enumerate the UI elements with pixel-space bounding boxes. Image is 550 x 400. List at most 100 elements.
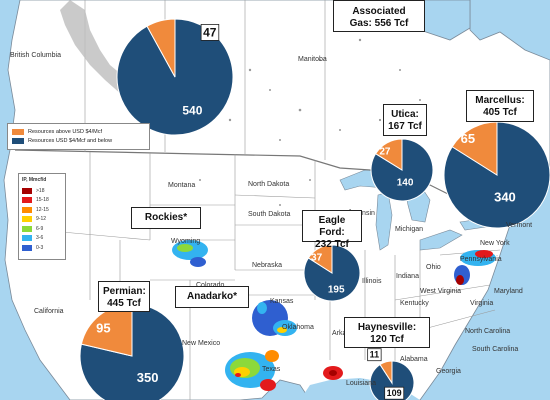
label-west-virginia: West Virginia xyxy=(420,288,461,295)
label-south-carolina: South Carolina xyxy=(472,346,519,353)
legend-above-label: Resources above USD $4/Mcf xyxy=(28,128,102,135)
pie-slice-above-haynesville xyxy=(379,360,393,385)
play-label-haynesville: Haynesville: 120 Tcf xyxy=(344,317,430,348)
label-oklahoma: Oklahoma xyxy=(282,324,314,331)
pie-value-below-eagle-ford: 195 xyxy=(328,285,345,296)
label-montana: Montana xyxy=(168,182,196,189)
heat-anadarko xyxy=(252,300,297,336)
label-california: California xyxy=(34,308,64,315)
pie-slice-below-utica xyxy=(370,138,434,202)
label-nebraska: Nebraska xyxy=(252,262,282,269)
ip-legend-row: 0-3 xyxy=(22,243,62,253)
label-colorado: Colorado xyxy=(196,282,224,289)
pie-value-box-haynesville-below xyxy=(384,386,405,400)
state-borders xyxy=(39,152,501,400)
label-indiana: Indiana xyxy=(396,273,419,280)
play-name-haynesville: Haynesville: xyxy=(357,322,417,333)
bc-play-trend xyxy=(60,0,128,95)
play-label-associated: Associated Gas: 556 Tcf xyxy=(333,0,425,32)
label-south-dakota: South Dakota xyxy=(248,211,291,218)
pie-value-above-associated: 47 xyxy=(203,25,217,39)
play-label-rockies: Rockies* xyxy=(131,207,201,229)
heat-permian xyxy=(225,350,279,391)
label-maryland: Maryland xyxy=(494,288,523,295)
play-name-rockies: Rockies* xyxy=(144,212,188,223)
pie-value-below-haynesville: 109 xyxy=(387,388,402,398)
ip-legend-row: 15-18 xyxy=(22,196,62,206)
label-new-mexico: New Mexico xyxy=(182,340,221,347)
ip-legend-row: 6-9 xyxy=(22,224,62,234)
label-texas: Texas xyxy=(262,366,281,373)
legend-above-swatch xyxy=(12,128,24,135)
pie-value-below-permian: 350 xyxy=(137,370,159,385)
label-north-carolina: North Carolina xyxy=(465,328,511,335)
pie-value-below-marcellus: 340 xyxy=(494,190,516,205)
play-name-marcellus: Marcellus: xyxy=(475,95,525,106)
ip-legend-swatch xyxy=(22,244,32,251)
label-vermont: Vermont xyxy=(506,222,533,229)
play-name-anadarko: Anadarko* xyxy=(186,291,237,302)
legend-below-label: Resources USD $4/Mcf and below xyxy=(28,137,113,144)
label-ohio: Ohio xyxy=(426,264,441,271)
heat-marcellus xyxy=(454,250,496,285)
ip-legend-title: IP, Mmcf/d xyxy=(22,177,47,183)
pie-value-below-utica: 140 xyxy=(397,178,414,189)
pie-value-above-utica: 27 xyxy=(379,147,391,158)
label-british-columbia: British Columbia xyxy=(10,52,61,59)
play-label-marcellus: Marcellus: 405 Tcf xyxy=(466,90,534,122)
play-label-anadarko: Anadarko* xyxy=(175,286,249,308)
label-new-york: New York xyxy=(480,240,510,247)
ip-legend-label: >18 xyxy=(36,187,45,194)
ip-legend-label: 9-12 xyxy=(36,216,47,223)
play-label-utica: Utica: 167 Tcf xyxy=(383,104,427,136)
pie-slice-above-utica xyxy=(374,138,403,171)
legend-below-swatch xyxy=(12,137,24,144)
play-label-permian: Permian: 445 Tcf xyxy=(98,281,150,312)
ip-legend-row: >18 xyxy=(22,186,62,196)
ip-legend-swatch xyxy=(22,206,32,213)
ip-legend-swatch xyxy=(22,216,32,223)
ip-legend-swatch xyxy=(22,235,32,242)
pie-value-above-eagle-ford: 37 xyxy=(311,252,323,263)
label-kentucky: Kentucky xyxy=(400,300,429,307)
play-name-utica: Utica: xyxy=(391,109,419,120)
label-north-dakota: North Dakota xyxy=(248,181,290,188)
pie-value-above-haynesville: 11 xyxy=(370,350,380,360)
lake-erie xyxy=(419,229,463,251)
heat-haynesville xyxy=(323,366,343,380)
label-georgia: Georgia xyxy=(436,368,461,375)
label-michigan: Michigan xyxy=(395,226,424,233)
ip-legend-row: 9-12 xyxy=(22,215,62,225)
label-pennsylvania: Pennsylvania xyxy=(460,256,502,263)
label-virginia: Virginia xyxy=(470,300,494,307)
label-alabama: Alabama xyxy=(400,356,428,363)
label-wyoming: Wyoming xyxy=(171,238,201,245)
ip-legend-swatch xyxy=(22,225,32,232)
pie-value-box-haynesville xyxy=(367,348,382,362)
ip-legend-label: 0-3 xyxy=(36,244,44,251)
play-resources-marcellus: 405 Tcf xyxy=(483,107,517,118)
play-resources-haynesville: 120 Tcf xyxy=(370,334,404,345)
ip-legend-row: 12-15 xyxy=(22,205,62,215)
play-resources-eagle-ford: 232 Tcf xyxy=(315,239,349,250)
pie-value-box-associated xyxy=(200,24,220,41)
ip-legend-swatch xyxy=(22,197,32,204)
price-legend: Resources above USD $4/Mcf Resources USD… xyxy=(7,123,150,150)
pie-slice-below-permian xyxy=(79,303,185,400)
pie-slice-above-eagle-ford xyxy=(307,244,333,274)
pie-value-above-permian: 95 xyxy=(96,321,110,336)
pie-value-below-associated: 540 xyxy=(182,104,202,118)
heat-rockies xyxy=(172,240,208,267)
label-kansas: Kansas xyxy=(270,298,294,305)
ip-legend-label: 6-9 xyxy=(36,225,44,232)
play-name-permian: Permian: xyxy=(103,286,146,297)
label-manitoba: Manitoba xyxy=(298,56,327,63)
play-name-associated: Associated xyxy=(352,6,406,17)
ip-legend-row: 3-6 xyxy=(22,234,62,244)
label-louisiana: Louisiana xyxy=(346,380,376,387)
ip-legend-label: 3-6 xyxy=(36,235,44,242)
play-resources-utica: 167 Tcf xyxy=(388,121,422,132)
pie-value-above-marcellus: 65 xyxy=(461,131,475,146)
label-illinois: Illinois xyxy=(362,278,382,285)
